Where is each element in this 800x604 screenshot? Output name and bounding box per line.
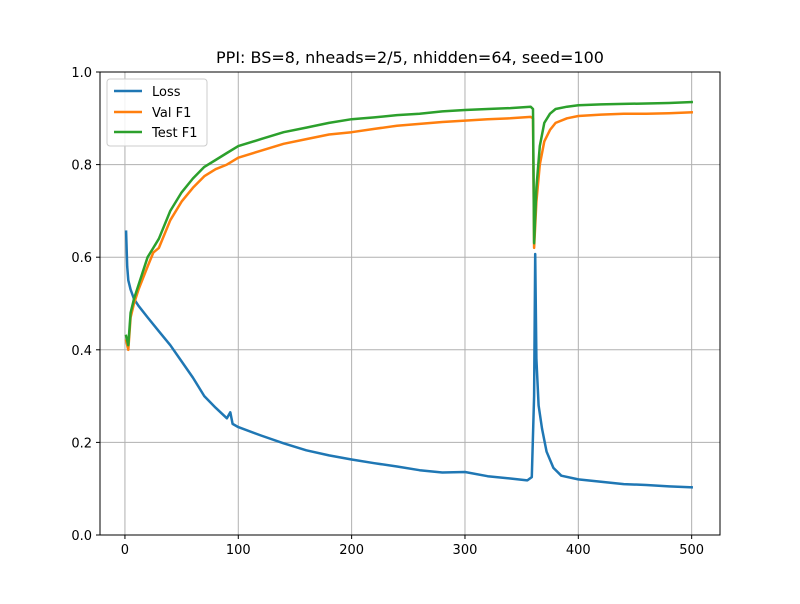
legend: Loss Val F1 Test F1 [106, 78, 208, 147]
x-tick-label: 400 [566, 543, 591, 558]
y-tick-label: 0.8 [71, 159, 92, 174]
x-tick-label: 0 [121, 543, 129, 558]
y-tick-label: 0.0 [71, 529, 92, 544]
axes-frame [99, 71, 721, 536]
legend-box [106, 78, 208, 147]
y-tick-label: 0.2 [71, 436, 92, 451]
y-tick-label: 1.0 [71, 66, 92, 81]
y-tick-label: 0.6 [71, 251, 92, 266]
x-tick-label: 200 [339, 543, 364, 558]
tick-layer: 0 100 200 300 400 500 0.0 0.2 0.4 0.6 0.8 1.0 [71, 66, 704, 558]
legend-label-val-f1: Val F1 [152, 106, 191, 121]
x-tick-label: 500 [679, 543, 704, 558]
series-line-loss [124, 230, 693, 489]
series-layer [124, 100, 693, 489]
series-line-test-f1 [124, 100, 693, 347]
chart-title: PPI: BS=8, nheads=2/5, nhidden=64, seed=… [216, 48, 604, 67]
x-tick-label: 300 [453, 543, 478, 558]
legend-label-test-f1: Test F1 [151, 126, 197, 141]
x-tick-label: 100 [226, 543, 251, 558]
y-tick-label: 0.4 [71, 344, 92, 359]
series-line-val-f1 [124, 111, 693, 352]
legend-label-loss: Loss [152, 85, 181, 100]
grid-layer [100, 71, 720, 536]
